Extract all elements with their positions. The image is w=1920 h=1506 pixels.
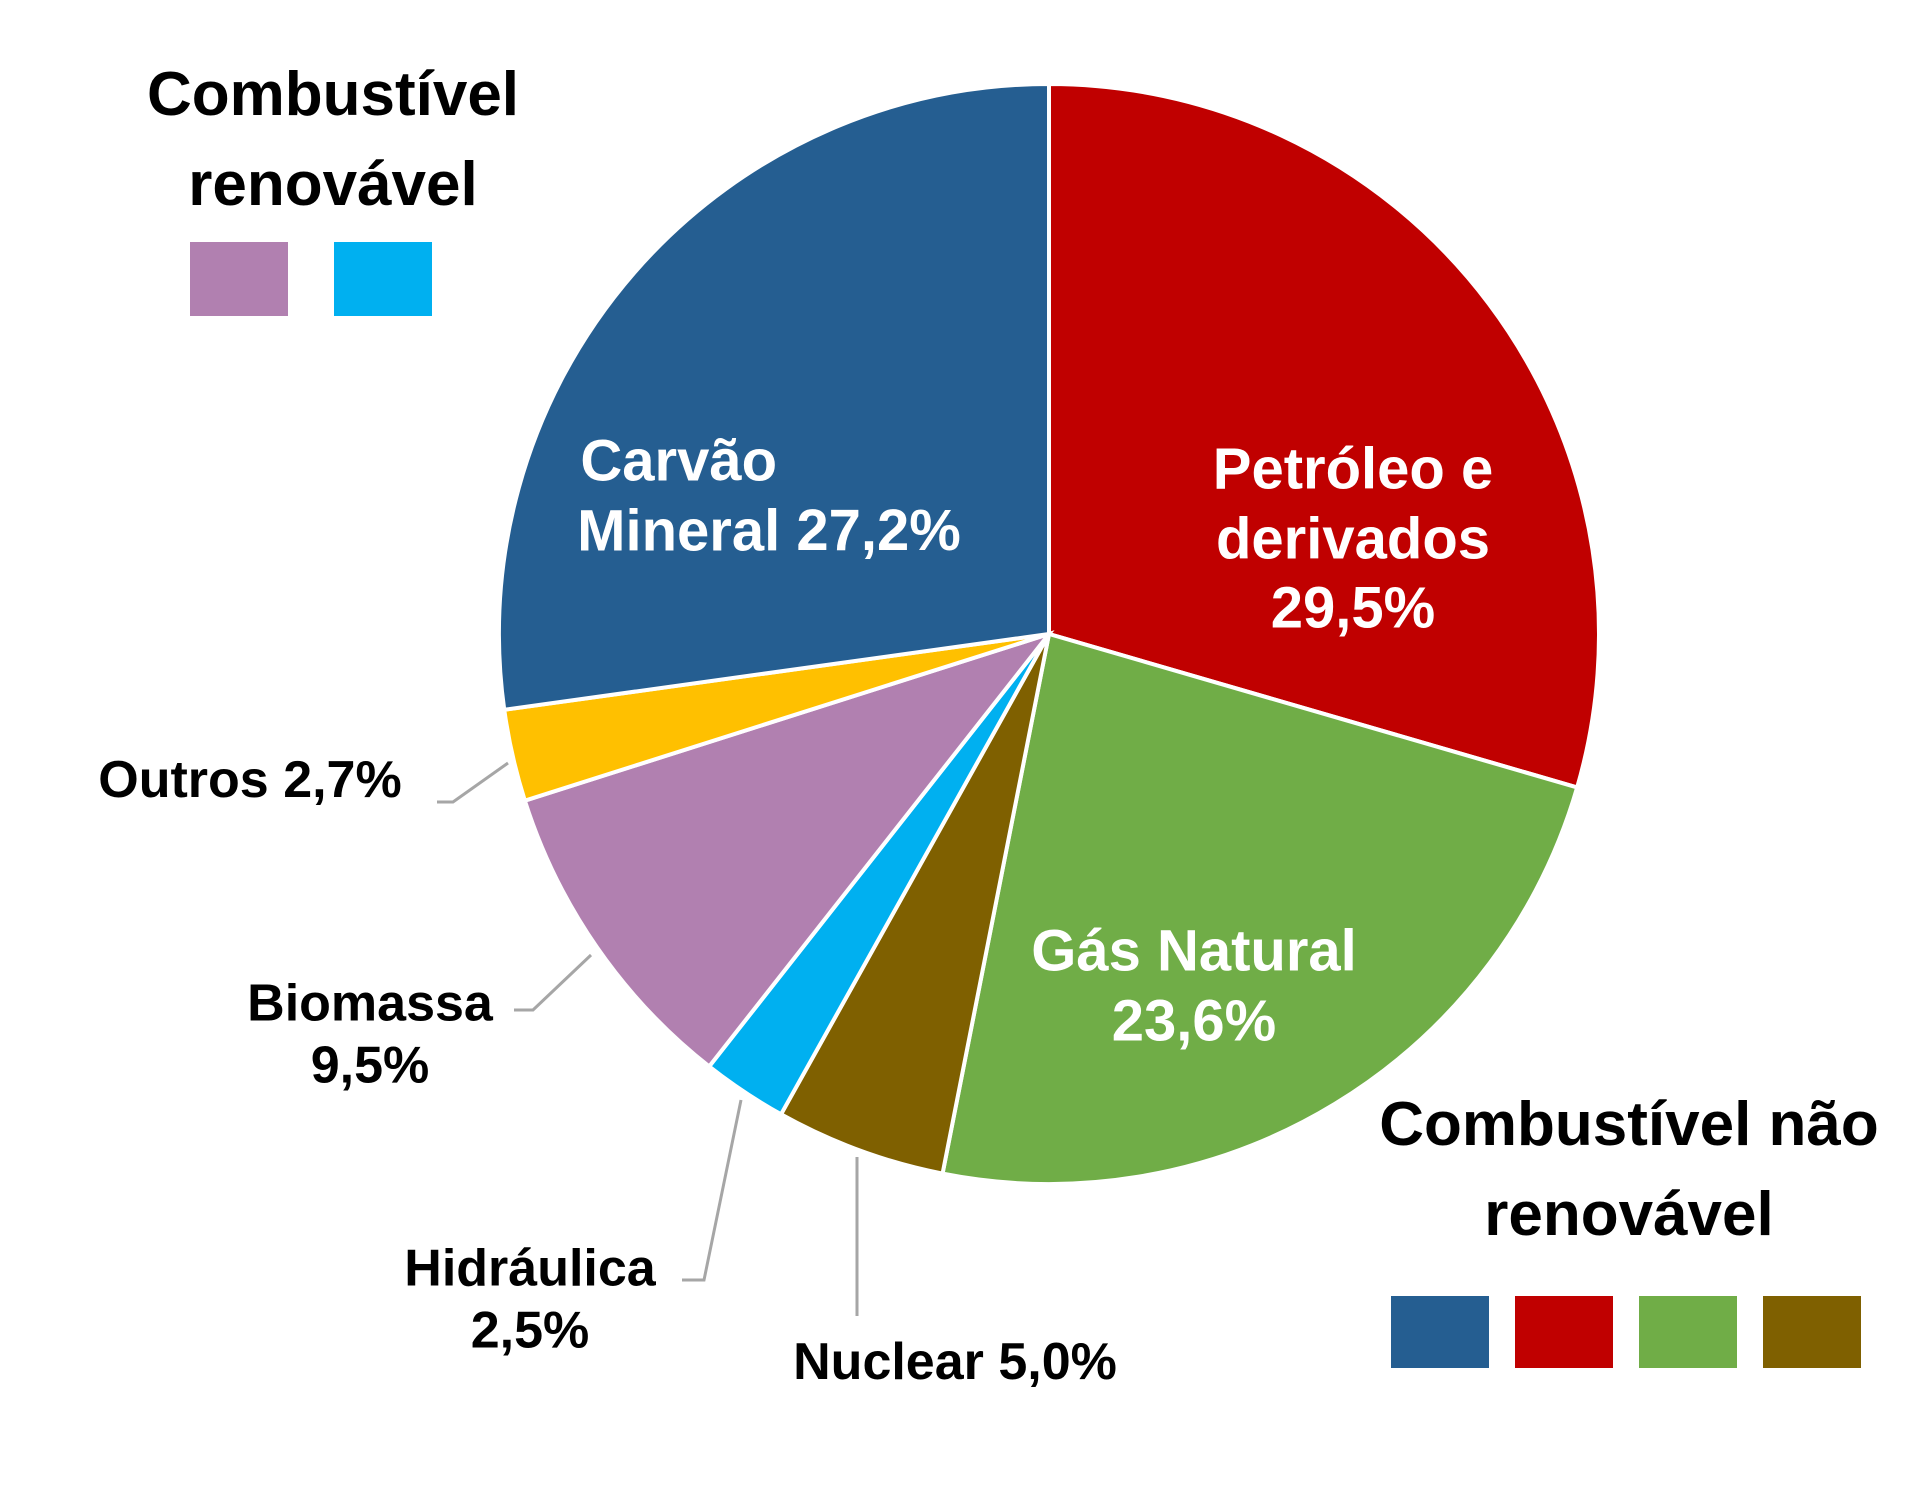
slice-label: Biomassa 9,5% — [247, 973, 493, 1098]
value-label: 23,6% — [1111, 988, 1277, 1053]
pie-slice — [497, 81, 1051, 713]
slice-label: Outros 2,7% — [98, 749, 401, 811]
legend-swatch — [1639, 1296, 1737, 1368]
legend-swatch — [334, 242, 432, 316]
category-label: Nuclear — [793, 1332, 984, 1391]
legend-title: Combustível renovável — [146, 60, 520, 219]
leader-line — [514, 953, 593, 1012]
value-label: 27,2% — [796, 498, 961, 563]
value-label: 2,5% — [470, 1302, 590, 1360]
legend-swatch — [1391, 1296, 1489, 1368]
legend-swatch — [190, 242, 288, 316]
slice-label: Nuclear 5,0% — [793, 1331, 1117, 1393]
category-label: Hidráulica — [404, 1239, 656, 1298]
category-label: Biomassa — [247, 974, 493, 1033]
value-label: 9,5% — [310, 1037, 430, 1095]
category-label: Petróleo e derivados — [1212, 436, 1494, 572]
slice-label: Petróleo e derivados 29,5% — [1163, 435, 1543, 644]
slice-label: Hidráulica 2,5% — [404, 1238, 655, 1363]
value-label: 29,5% — [1270, 575, 1436, 641]
slice-label: Carvão Mineral 27,2% — [577, 426, 961, 565]
category-label: Outros — [98, 750, 269, 809]
leader-line — [437, 761, 509, 804]
value-label: 5,0% — [998, 1332, 1117, 1391]
legend-title: Combustível não renovável — [1379, 1090, 1879, 1249]
pie-slice — [1047, 81, 1601, 790]
value-label: 2,7% — [283, 750, 402, 809]
slice-label: Gás Natural 23,6% — [1031, 916, 1357, 1055]
legend-swatch — [1515, 1296, 1613, 1368]
pie-slice — [522, 630, 1055, 1070]
pie-slice — [940, 631, 1580, 1186]
category-label: Carvão Mineral — [577, 428, 781, 563]
pie-slice — [778, 633, 1051, 1176]
legend-swatch — [1763, 1296, 1861, 1368]
leader-line — [682, 1099, 743, 1282]
category-label: Gás Natural — [1031, 918, 1357, 984]
